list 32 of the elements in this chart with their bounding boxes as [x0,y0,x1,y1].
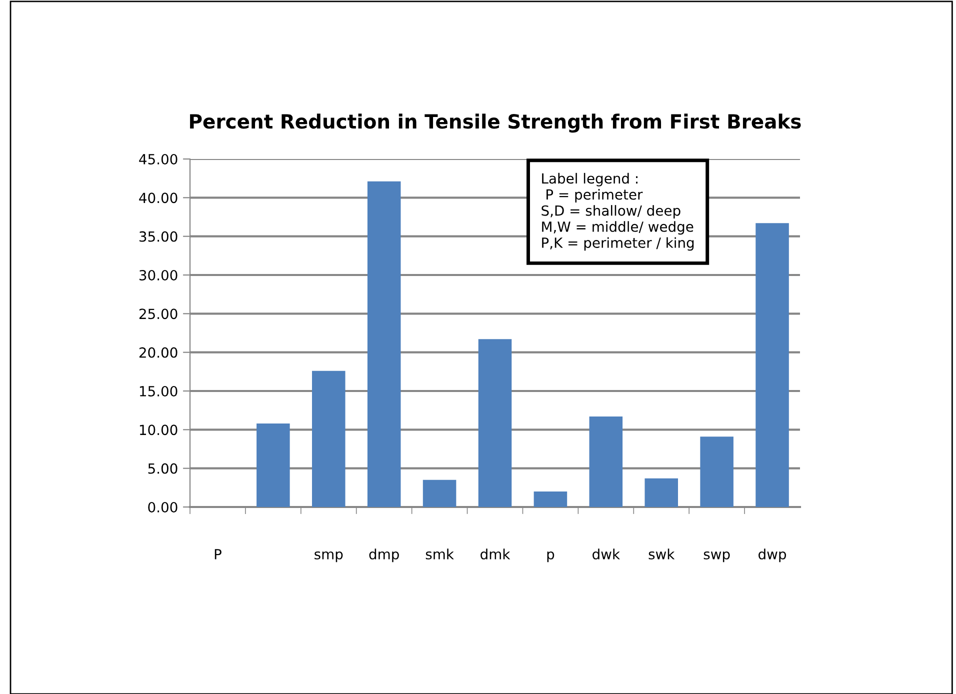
x-tick-label: dwk [592,548,620,560]
y-tick-label: 40.00 [139,192,178,204]
bar [644,478,678,507]
x-tick-label: swp [704,551,730,562]
x-tick-label: dmp [369,548,399,562]
y-tick-label: 5.00 [148,463,178,474]
y-tick-label: 0.00 [148,502,178,512]
y-tick-label: 45.00 [139,154,178,164]
y-tick-label: 10.00 [140,424,178,436]
y-tick-label: 25.00 [139,308,178,320]
bar [422,480,456,507]
x-tick-label: dwp [758,548,786,562]
x-tick-label: P [214,549,222,560]
x-tick-label: swk [648,548,675,560]
bar [478,339,512,507]
x-tick-label: p [547,551,554,562]
bar [700,436,734,507]
x-tick-label: smk [426,548,454,560]
x-tick-label: dmk [480,548,510,560]
annotation: Label legend : P = perimeter S,D = shallow/ deep M,W = middle/ wedge P,K = perimeter / king [542,172,694,251]
y-tick-label: 30.00 [139,270,178,280]
y-tick-label: 15.00 [140,386,178,396]
bar [367,181,401,507]
x-tick-label: smp [314,551,343,562]
bar [534,492,568,507]
bar [312,370,346,507]
y-tick-label: 35.00 [139,231,178,242]
y-tick-label: 20.00 [139,347,178,358]
bar [256,423,290,507]
bar [756,223,789,507]
bar [589,416,623,507]
chart-title: Percent Reduction in Tensile Strength from First Breaks [190,114,801,133]
